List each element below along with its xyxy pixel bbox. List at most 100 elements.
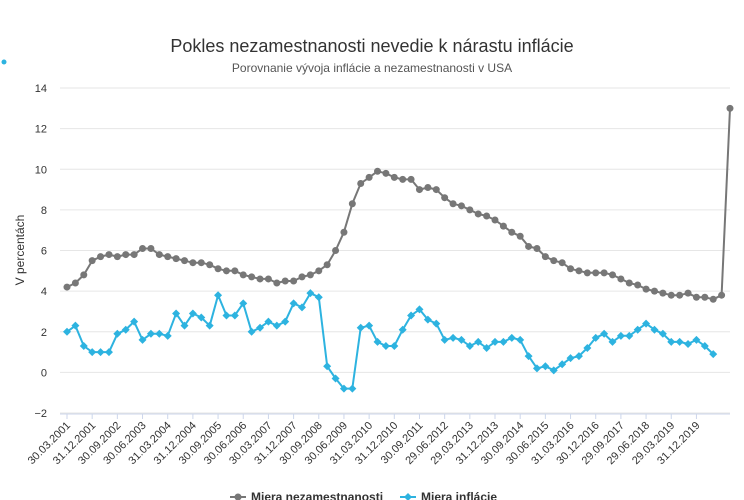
data-point[interactable] (516, 232, 524, 240)
data-point[interactable] (650, 287, 658, 295)
data-point[interactable] (113, 329, 122, 338)
data-point[interactable] (298, 273, 306, 281)
data-point[interactable] (264, 275, 272, 283)
data-point[interactable] (163, 331, 172, 340)
data-point[interactable] (482, 344, 491, 352)
data-point[interactable] (684, 289, 692, 297)
data-point[interactable] (499, 337, 508, 346)
data-point[interactable] (541, 253, 549, 261)
data-point[interactable] (206, 261, 214, 269)
data-point[interactable] (432, 319, 441, 328)
data-point[interactable] (608, 337, 617, 346)
data-point[interactable] (230, 311, 239, 320)
data-point[interactable] (306, 271, 314, 279)
data-point[interactable] (79, 341, 88, 350)
data-point[interactable] (323, 362, 332, 371)
data-point[interactable] (642, 285, 650, 293)
data-point[interactable] (121, 325, 130, 334)
data-point[interactable] (474, 210, 482, 218)
data-point[interactable] (214, 265, 222, 273)
data-point[interactable] (290, 277, 298, 285)
legend-item[interactable]: Miera inflácie (400, 490, 497, 500)
data-point[interactable] (71, 279, 79, 287)
data-point[interactable] (423, 315, 432, 324)
data-point[interactable] (491, 216, 499, 224)
data-point[interactable] (398, 325, 407, 334)
data-point[interactable] (533, 244, 541, 252)
data-point[interactable] (289, 299, 298, 308)
data-point[interactable] (457, 202, 465, 210)
data-point[interactable] (197, 313, 206, 322)
data-point[interactable] (617, 275, 625, 283)
data-point[interactable] (130, 251, 138, 259)
data-point[interactable] (516, 335, 525, 344)
data-point[interactable] (675, 337, 684, 346)
data-point[interactable] (323, 261, 331, 269)
data-point[interactable] (247, 327, 256, 336)
data-point[interactable] (609, 271, 617, 279)
data-point[interactable] (424, 184, 432, 192)
data-point[interactable] (248, 273, 256, 281)
data-point[interactable] (314, 293, 323, 302)
data-point[interactable] (239, 271, 247, 279)
data-point[interactable] (558, 360, 567, 369)
data-point[interactable] (306, 289, 315, 298)
data-point[interactable] (499, 222, 507, 230)
data-point[interactable] (549, 366, 558, 375)
data-point[interactable] (507, 333, 516, 342)
data-point[interactable] (726, 104, 734, 112)
data-point[interactable] (348, 200, 356, 208)
data-point[interactable] (466, 206, 474, 214)
data-point[interactable] (113, 253, 121, 261)
data-point[interactable] (357, 179, 365, 187)
data-point[interactable] (146, 329, 155, 338)
data-point[interactable] (365, 173, 373, 181)
data-point[interactable] (315, 267, 323, 275)
data-point[interactable] (574, 352, 583, 361)
data-point[interactable] (130, 317, 139, 326)
data-point[interactable] (550, 257, 558, 265)
data-point[interactable] (297, 303, 306, 312)
data-point[interactable] (97, 253, 105, 261)
data-point[interactable] (701, 293, 709, 301)
menu-indicator-dot[interactable] (1, 59, 7, 65)
data-point[interactable] (63, 283, 71, 291)
data-point[interactable] (88, 257, 96, 265)
data-point[interactable] (457, 335, 466, 344)
data-point[interactable] (340, 228, 348, 236)
data-point[interactable] (483, 212, 491, 220)
data-point[interactable] (625, 279, 633, 287)
data-point[interactable] (658, 329, 667, 338)
data-point[interactable] (508, 228, 516, 236)
data-point[interactable] (449, 333, 458, 342)
data-point[interactable] (709, 295, 717, 303)
data-point[interactable] (575, 267, 583, 275)
data-point[interactable] (105, 251, 113, 259)
data-point[interactable] (415, 186, 423, 194)
data-point[interactable] (147, 244, 155, 252)
data-point[interactable] (96, 348, 105, 357)
data-point[interactable] (373, 337, 382, 346)
data-point[interactable] (667, 291, 675, 299)
data-point[interactable] (390, 341, 399, 350)
data-point[interactable] (566, 354, 575, 363)
data-point[interactable] (407, 175, 415, 183)
data-point[interactable] (676, 291, 684, 299)
data-point[interactable] (616, 331, 625, 340)
data-point[interactable] (214, 291, 223, 300)
data-point[interactable] (567, 265, 575, 273)
data-point[interactable] (625, 331, 634, 340)
data-point[interactable] (222, 311, 231, 320)
data-point[interactable] (382, 169, 390, 177)
data-point[interactable] (642, 319, 651, 328)
data-point[interactable] (281, 277, 289, 285)
data-point[interactable] (524, 352, 533, 361)
data-point[interactable] (491, 337, 500, 346)
data-point[interactable] (189, 259, 197, 267)
data-point[interactable] (155, 251, 163, 259)
data-point[interactable] (281, 317, 290, 326)
data-point[interactable] (272, 321, 281, 330)
data-point[interactable] (374, 167, 382, 175)
data-point[interactable] (104, 348, 113, 357)
data-point[interactable] (407, 311, 416, 320)
